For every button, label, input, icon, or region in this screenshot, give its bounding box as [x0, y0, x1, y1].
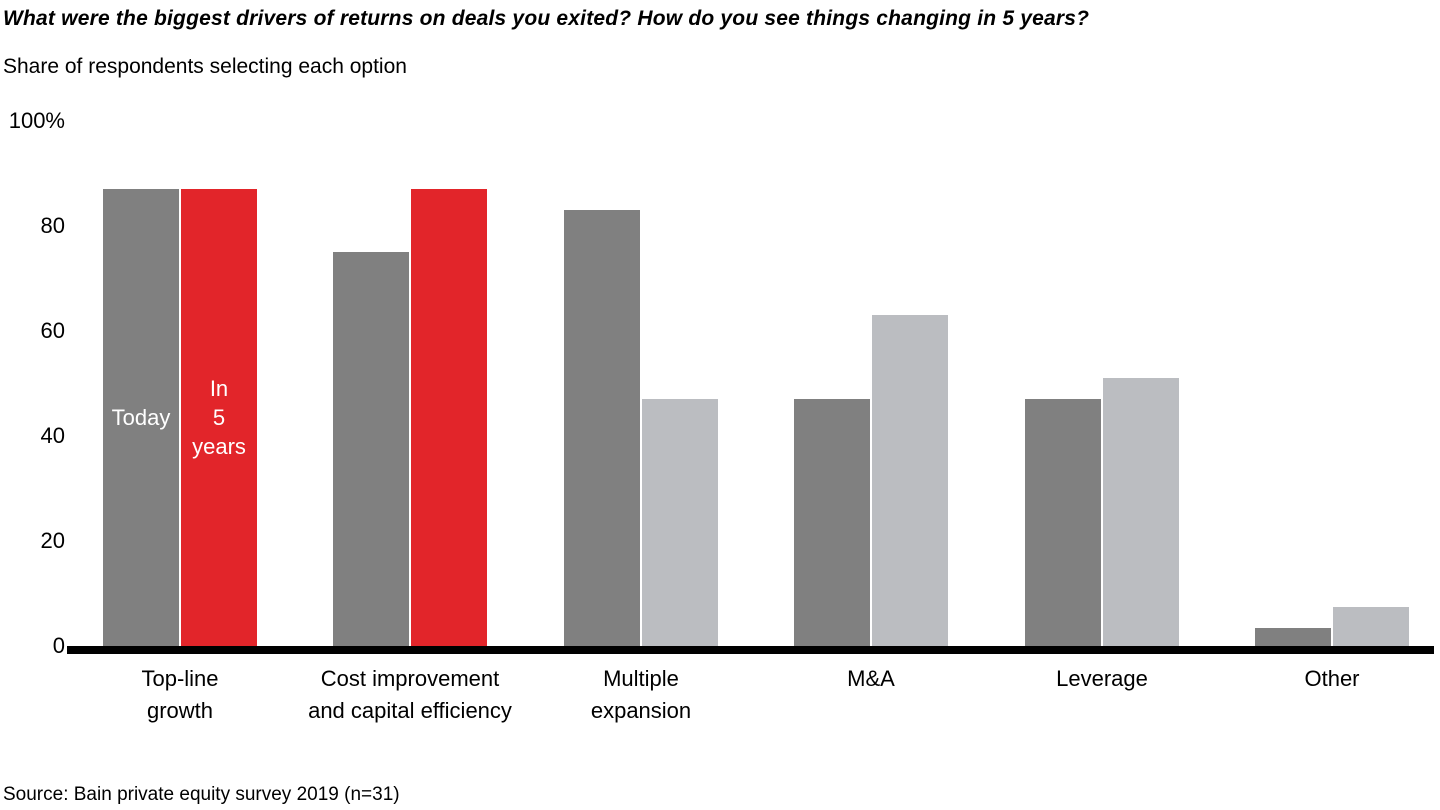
bar-in-5-years-3	[642, 399, 718, 646]
y-tick-label-20: 20	[40, 528, 65, 553]
bar-label-in-5-years: In 5 years	[192, 376, 246, 459]
bar-in-5-years-6	[1333, 607, 1409, 646]
bar-label-today: Today	[111, 405, 171, 430]
x-category-label-1: Top-line growth	[141, 666, 219, 723]
y-tick-label-100: 100%	[8, 108, 65, 133]
x-category-label-5: Leverage	[1056, 666, 1148, 691]
y-tick-label-80: 80	[40, 213, 65, 238]
bar-today-2	[333, 252, 409, 646]
chart-title: What were the biggest drivers of returns…	[3, 7, 1090, 30]
x-category-label-6: Other	[1304, 666, 1360, 691]
y-tick-label-60: 60	[40, 318, 65, 343]
y-tick-label-0: 0	[52, 633, 65, 658]
bar-today-1: Today	[103, 189, 179, 646]
x-axis-line	[67, 646, 1434, 654]
x-category-label-2: Cost improvement and capital efficiency	[308, 666, 512, 723]
y-tick-label-40: 40	[40, 423, 65, 448]
bar-in-5-years-1: In 5 years	[181, 189, 257, 646]
bar-in-5-years-5	[1103, 378, 1179, 646]
bar-today-4	[794, 399, 870, 646]
source-note: Source: Bain private equity survey 2019 …	[3, 784, 400, 805]
bar-in-5-years-2	[411, 189, 487, 646]
bar-in-5-years-4	[872, 315, 948, 646]
chart-subtitle: Share of respondents selecting each opti…	[3, 55, 407, 78]
bar-today-6	[1255, 628, 1331, 646]
x-category-label-4: M&A	[847, 666, 895, 691]
x-category-label-3: Multiple expansion	[590, 666, 692, 723]
bar-today-5	[1025, 399, 1101, 646]
bar-today-3	[564, 210, 640, 646]
